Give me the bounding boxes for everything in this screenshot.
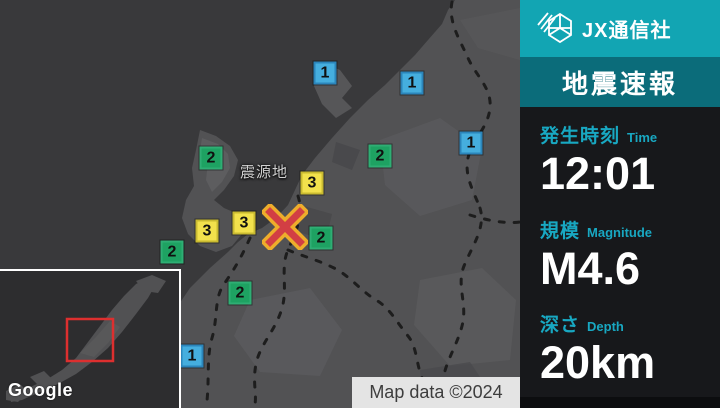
depth-label-jp: 深さ (540, 315, 581, 336)
depth-value: 20km (540, 337, 656, 388)
intensity-marker-2: 2 (199, 146, 223, 170)
intensity-marker-2: 2 (160, 240, 184, 264)
origin-time-value: 12:01 (540, 148, 656, 199)
jx-logo-icon (537, 11, 572, 43)
magnitude-section: 規模 Magnitude M4.6 (540, 216, 652, 292)
epicenter-x-icon (262, 204, 308, 250)
google-logo[interactable]: Google (8, 380, 73, 400)
inset-focus-rect (65, 317, 115, 363)
origin-time-section: 発生時刻 Time 12:01 (540, 121, 657, 197)
time-label-en: Time (627, 130, 658, 145)
inset-overview-map (0, 269, 181, 408)
intensity-marker-1: 1 (180, 344, 204, 368)
intensity-marker-1: 1 (459, 131, 483, 155)
time-label-jp: 発生時刻 (540, 126, 621, 147)
sidebar-footer-strip (520, 397, 720, 408)
brand-header: JX通信社 (520, 0, 720, 57)
depth-label-en: Depth (587, 319, 624, 334)
intensity-marker-2: 2 (309, 226, 333, 250)
alert-sidebar: JX通信社 地震速報 発生時刻 Time 12:01 規模 Magnitude … (520, 0, 720, 408)
depth-section: 深さ Depth 20km (540, 310, 655, 386)
alert-title-band: 地震速報 (520, 57, 720, 107)
epicenter-label: 震源地 (239, 164, 289, 181)
intensity-marker-3: 3 (300, 171, 324, 195)
intensity-marker-1: 1 (400, 71, 424, 95)
magnitude-label-jp: 規模 (540, 221, 581, 242)
brand-name: JX通信社 (582, 20, 672, 42)
intensity-marker-3: 3 (195, 219, 219, 243)
intensity-marker-2: 2 (228, 281, 252, 305)
inset-japan-map (6, 275, 166, 402)
magnitude-value: M4.6 (540, 243, 641, 294)
intensity-marker-2: 2 (368, 144, 392, 168)
intensity-marker-3: 3 (232, 211, 256, 235)
alert-title: 地震速報 (561, 68, 678, 99)
map-attribution[interactable]: Map data ©2024 (352, 377, 520, 408)
magnitude-label-en: Magnitude (587, 225, 653, 240)
intensity-marker-1: 1 (313, 61, 337, 85)
